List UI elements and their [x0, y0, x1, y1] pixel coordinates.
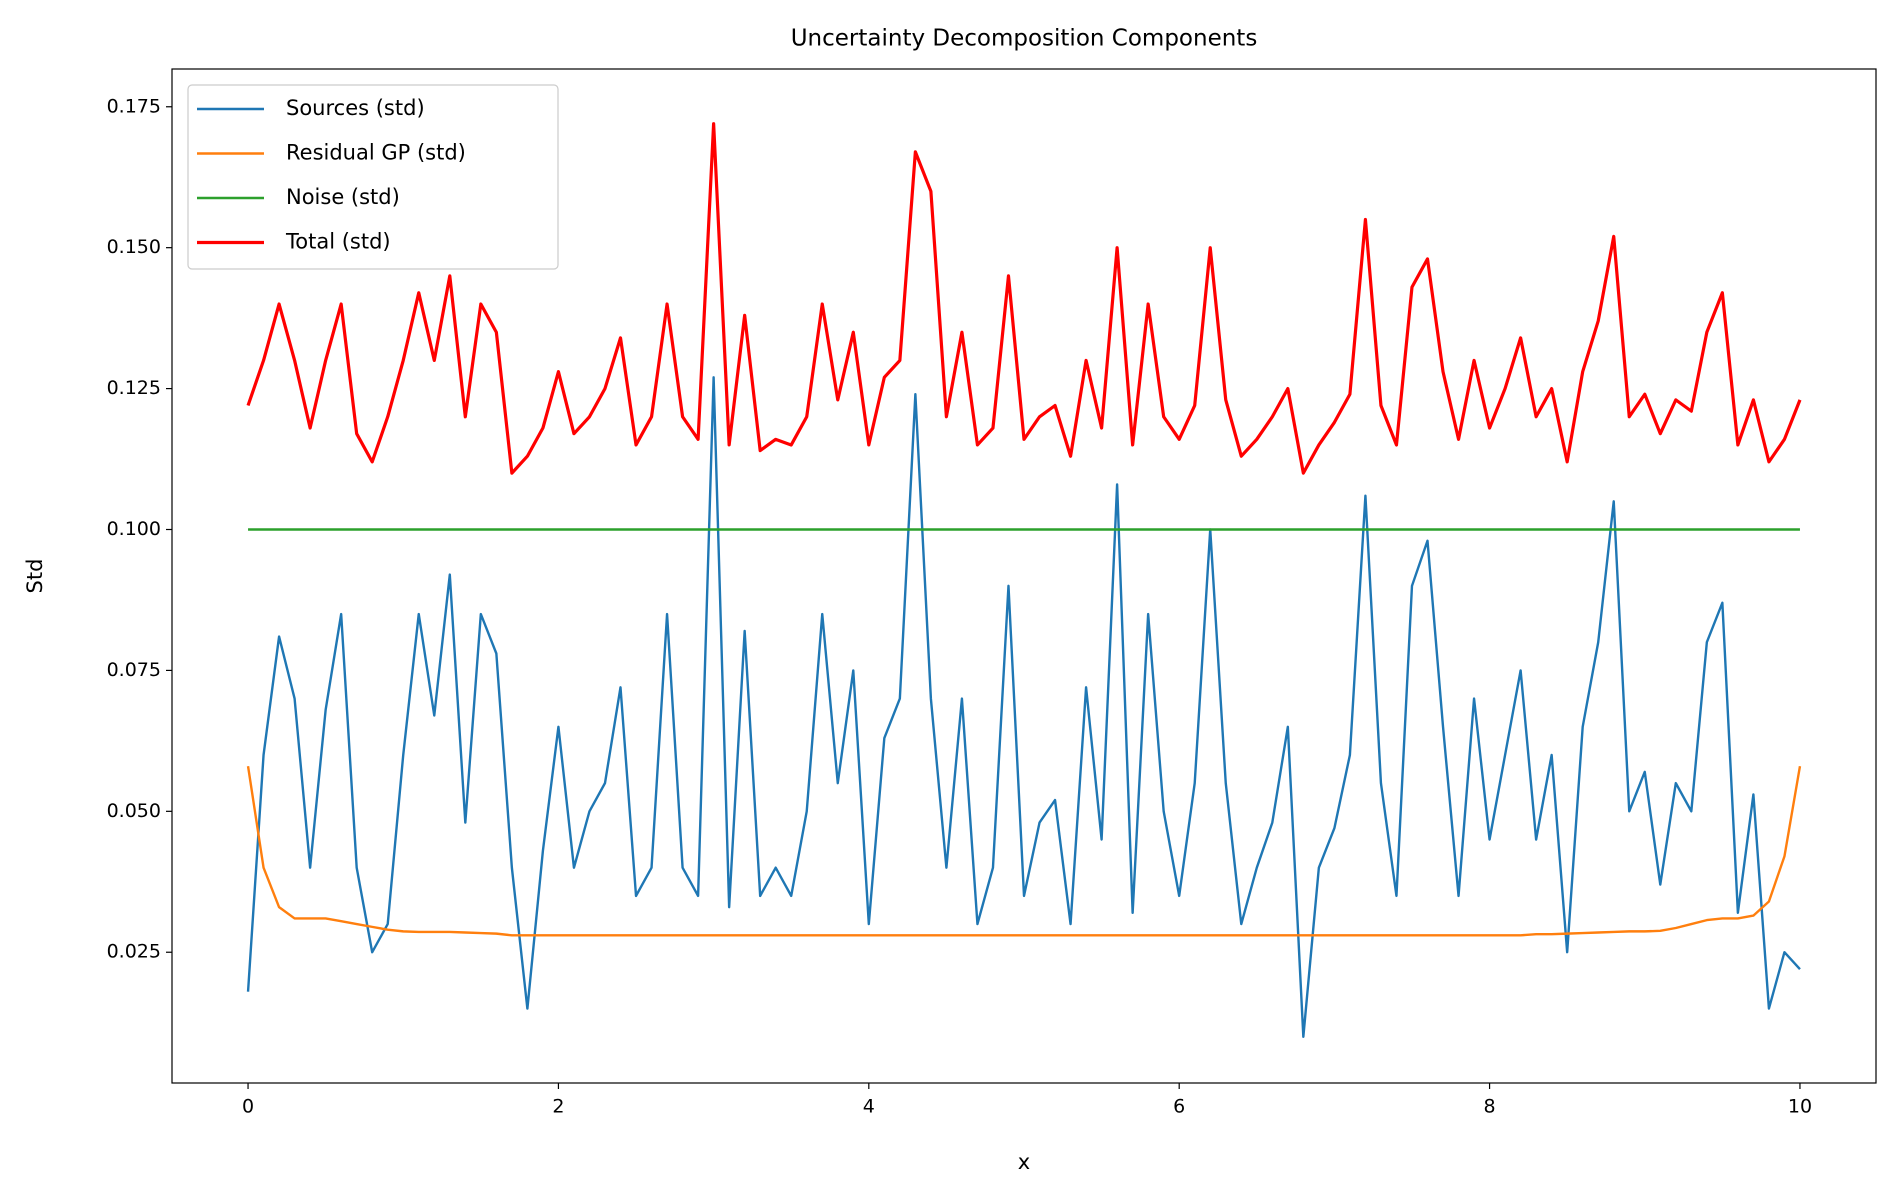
y-tick-label: 0.050 [107, 800, 161, 822]
x-axis-label: x [1018, 1150, 1030, 1174]
x-tick-label: 6 [1173, 1096, 1185, 1118]
y-tick-label: 0.075 [107, 659, 161, 681]
y-tick-label: 0.150 [107, 236, 161, 258]
y-tick-label: 0.175 [107, 95, 161, 117]
legend-label: Total (std) [285, 230, 391, 254]
legend-box [187, 84, 559, 270]
series-line [246, 766, 1802, 937]
y-tick-label: 0.100 [107, 518, 161, 540]
y-tick-label: 0.025 [107, 941, 161, 963]
series-line [246, 376, 1801, 1038]
x-tick-label: 10 [1788, 1096, 1812, 1118]
x-tick-label: 0 [242, 1096, 254, 1118]
x-tick-label: 4 [863, 1096, 875, 1118]
y-axis-label: Std [23, 559, 47, 594]
legend-label: Noise (std) [286, 185, 400, 209]
chart-title: Uncertainty Decomposition Components [791, 26, 1258, 52]
x-tick-label: 2 [552, 1096, 564, 1118]
series-line [246, 122, 1802, 475]
legend-label: Residual GP (std) [286, 141, 466, 165]
y-tick-label: 0.125 [107, 377, 161, 399]
plot-frame [171, 68, 1877, 1084]
legend-label: Sources (std) [286, 96, 425, 120]
x-tick-label: 8 [1484, 1096, 1496, 1118]
